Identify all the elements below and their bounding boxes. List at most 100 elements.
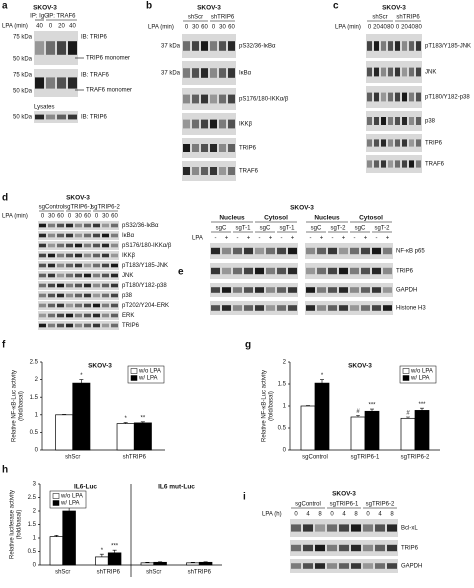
- band: [84, 263, 91, 268]
- band: [361, 267, 370, 275]
- band: [66, 293, 73, 298]
- row-label: TRAF6: [425, 162, 445, 168]
- group-label: sgC: [355, 226, 366, 232]
- lane-label: 8: [354, 512, 358, 518]
- row-label: ERK: [122, 313, 134, 319]
- band: [255, 267, 264, 275]
- band: [66, 283, 73, 288]
- band: [372, 305, 381, 311]
- band: [219, 119, 226, 129]
- group-label: sgTRIP6-2: [91, 205, 120, 211]
- blot: [182, 138, 236, 158]
- row-label: pS176/180-IKKα/β: [239, 97, 289, 103]
- band: [48, 253, 55, 258]
- y-axis-label: (fold/basal): [19, 391, 25, 421]
- band: [93, 253, 100, 258]
- band: [39, 283, 46, 288]
- compartment-label: Nucleus: [314, 215, 340, 222]
- band: [388, 160, 393, 168]
- band: [409, 139, 414, 147]
- band: [266, 305, 275, 311]
- band: [402, 139, 407, 147]
- band: [388, 41, 393, 51]
- band: [39, 313, 46, 318]
- band: [351, 544, 361, 552]
- band: [57, 273, 64, 278]
- group-label: sgControl: [39, 205, 65, 211]
- band: [93, 303, 100, 308]
- y-tick-label: 2: [35, 377, 39, 383]
- row-label: IκBα: [122, 233, 135, 239]
- band: [192, 167, 199, 175]
- error-bar: [79, 379, 84, 384]
- panel-letter: i: [243, 492, 246, 503]
- band: [315, 544, 325, 552]
- bar: [414, 410, 430, 451]
- band: [372, 287, 381, 293]
- band: [383, 267, 392, 275]
- band: [255, 305, 264, 311]
- bar: [314, 382, 330, 451]
- legend-label: w/o LPA: [138, 369, 161, 375]
- cell-line: SKOV-3: [332, 491, 356, 498]
- band: [288, 305, 297, 311]
- band: [192, 119, 199, 129]
- band: [266, 267, 275, 275]
- band: [48, 323, 55, 328]
- y-tick-label: 0: [283, 448, 287, 454]
- band: [416, 117, 421, 125]
- lpa-sign: -: [332, 236, 334, 242]
- band: [266, 247, 275, 255]
- x-tick-label: sgTRIP6-2: [401, 455, 430, 461]
- band: [46, 41, 55, 55]
- blot: [305, 263, 393, 279]
- cell-line: SKOV-3: [290, 205, 314, 212]
- band: [339, 524, 349, 532]
- band: [39, 223, 46, 228]
- legend-label: w/o LPA: [410, 369, 433, 375]
- band: [35, 114, 44, 120]
- row-label: TRIP6: [239, 146, 257, 152]
- group-label: sgT-1: [279, 226, 295, 232]
- lpa-sign: +: [386, 236, 390, 242]
- band: [328, 287, 337, 293]
- row-label: p38: [122, 293, 133, 299]
- band: [375, 563, 385, 569]
- band: [228, 144, 235, 152]
- band: [383, 287, 392, 293]
- band: [93, 233, 100, 238]
- bar: [400, 417, 416, 451]
- lane-label: 0: [368, 25, 372, 31]
- band: [374, 67, 379, 77]
- legend-swatch: [52, 493, 60, 499]
- band: [57, 313, 64, 318]
- significance-mark: **: [141, 415, 146, 421]
- band: [387, 544, 397, 552]
- band: [374, 160, 379, 168]
- lpa-label: LPA: [192, 236, 203, 242]
- significance-mark: ***: [418, 402, 426, 408]
- band: [102, 273, 109, 278]
- band: [339, 305, 348, 311]
- band: [57, 293, 64, 298]
- lane-label: 8: [318, 512, 322, 518]
- blot: [210, 301, 298, 315]
- error-bar: [203, 561, 208, 563]
- band: [350, 247, 359, 255]
- band: [111, 313, 118, 318]
- band: [210, 94, 217, 104]
- kda-marker: 50 kDa: [13, 57, 33, 63]
- band: [48, 313, 55, 318]
- band: [372, 267, 381, 275]
- group-label: sgTRIP6-1: [64, 205, 93, 211]
- kda-marker: 75 kDa: [13, 73, 33, 79]
- error-bar: [406, 416, 410, 419]
- band: [395, 92, 400, 102]
- lane-label: 30: [48, 214, 55, 220]
- y-tick-label: 1: [33, 536, 37, 542]
- band: [395, 139, 400, 147]
- band: [328, 305, 337, 311]
- legend-swatch: [130, 368, 138, 374]
- kda-marker: 37 kDa: [161, 44, 181, 50]
- band: [48, 233, 55, 238]
